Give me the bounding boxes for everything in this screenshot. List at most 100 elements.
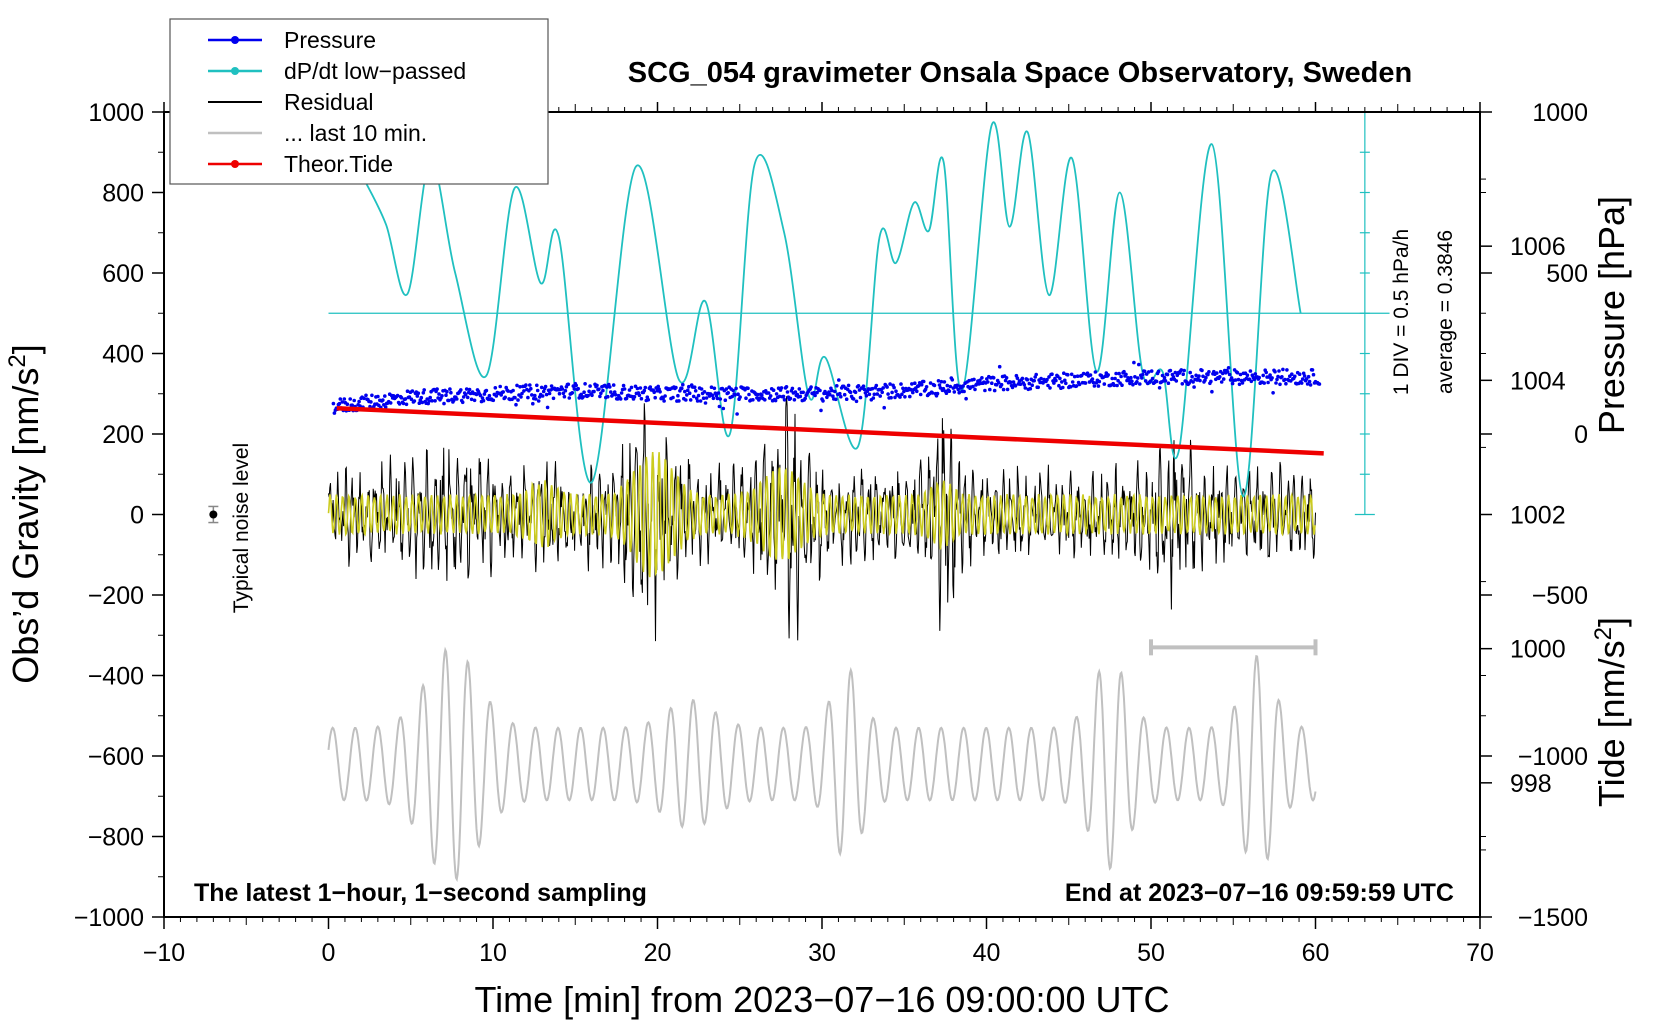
pressure-point	[1046, 383, 1050, 388]
pressure-point	[562, 394, 567, 399]
pressure-point	[1166, 381, 1171, 386]
pressure-point	[403, 397, 408, 401]
pressure-point	[941, 386, 946, 391]
pressure-point	[839, 394, 843, 399]
pressure-point	[358, 404, 362, 408]
pressure-point	[893, 395, 897, 400]
pressure-point	[1317, 382, 1322, 386]
pressure-tick-label: 998	[1510, 770, 1552, 798]
pressure-point	[337, 401, 342, 406]
pressure-point	[1268, 373, 1272, 377]
pressure-point	[1233, 378, 1238, 382]
pressure-point	[1020, 376, 1025, 381]
pressure-point	[828, 392, 832, 397]
pressure-point	[724, 387, 729, 391]
pressure-point	[1027, 381, 1032, 386]
pressure-point	[642, 388, 647, 393]
pressure-point	[469, 397, 474, 402]
pressure-point	[1206, 372, 1210, 377]
pressure-point	[632, 395, 637, 399]
pressure-point	[886, 392, 890, 396]
pressure-point	[1113, 376, 1117, 381]
pressure-point	[646, 398, 651, 402]
pressure-point	[718, 397, 723, 401]
pressure-point	[544, 392, 549, 397]
pressure-point	[710, 393, 715, 398]
pressure-point	[447, 398, 451, 403]
pressure-point	[1130, 379, 1134, 384]
pressure-point	[1083, 381, 1088, 385]
pressure-point	[1299, 381, 1304, 385]
pressure-point	[971, 384, 975, 389]
pressure-point	[916, 384, 921, 388]
pressure-point	[964, 396, 968, 401]
pressure-point	[574, 383, 578, 388]
pressure-point	[480, 396, 485, 400]
pressure-point	[1141, 372, 1145, 377]
pressure-point	[1297, 372, 1302, 377]
pressure-point	[448, 387, 452, 391]
last-10-min-line	[327, 646, 1317, 883]
pressure-point	[950, 378, 955, 382]
pressure-point	[472, 398, 477, 403]
pressure-point	[919, 382, 924, 387]
pressure-tick-label: 1006	[1510, 233, 1566, 261]
pressure-point	[726, 391, 730, 395]
pressure-point	[1091, 380, 1096, 385]
pressure-point	[1120, 383, 1124, 388]
pressure-point	[935, 391, 940, 396]
pressure-point	[830, 388, 834, 393]
pressure-point	[921, 379, 926, 384]
pressure-point	[364, 393, 368, 398]
pressure-point	[1220, 371, 1225, 376]
pressure-point	[662, 399, 666, 403]
pressure-point	[888, 382, 892, 386]
pressure-point	[899, 382, 903, 386]
x-tick-label: 0	[322, 939, 336, 967]
pressure-point	[1311, 372, 1316, 377]
pressure-point	[415, 394, 420, 398]
pressure-point	[570, 391, 575, 395]
pressure-point	[671, 395, 675, 400]
pressure-point	[1146, 370, 1151, 374]
pressure-point	[595, 383, 599, 388]
pressure-point	[478, 393, 483, 398]
pressure-point	[956, 387, 960, 392]
pressure-point	[738, 395, 742, 399]
pressure-point	[680, 386, 684, 391]
pressure-point	[1280, 375, 1284, 379]
pressure-point	[1135, 380, 1139, 384]
y-axis-label-sup: 2	[4, 354, 31, 367]
pressure-point	[501, 390, 506, 394]
pressure-point	[734, 386, 738, 391]
tide-tick-label: −1000	[1518, 743, 1588, 771]
pressure-point	[611, 392, 615, 397]
pressure-point	[511, 388, 515, 393]
pressure-point	[962, 389, 966, 394]
pressure-point	[1181, 372, 1185, 377]
pressure-point	[567, 396, 572, 400]
pressure-point	[597, 387, 601, 392]
pressure-point	[522, 389, 526, 393]
pressure-point	[648, 385, 653, 389]
pressure-point	[798, 394, 803, 399]
pressure-point	[733, 393, 737, 397]
pressure-point	[445, 389, 449, 394]
legend-label: Pressure	[284, 27, 376, 53]
pressure-point	[871, 396, 876, 400]
pressure-point	[1308, 383, 1313, 387]
pressure-point	[658, 390, 662, 394]
pressure-point	[785, 390, 790, 394]
y-tick-label: −600	[88, 743, 144, 771]
pressure-point	[1173, 370, 1178, 375]
pressure-point	[1010, 385, 1015, 390]
y-axis-label-main: Obs’d Gravity [nm/s	[5, 368, 46, 684]
pressure-point	[1050, 372, 1054, 377]
pressure-point	[932, 383, 937, 388]
pressure-point	[1209, 379, 1213, 384]
pressure-point	[1165, 372, 1170, 377]
y-tick-label: −400	[88, 663, 144, 691]
pressure-point	[430, 399, 434, 403]
pressure-point	[1281, 367, 1285, 372]
pressure-point	[1058, 376, 1062, 381]
